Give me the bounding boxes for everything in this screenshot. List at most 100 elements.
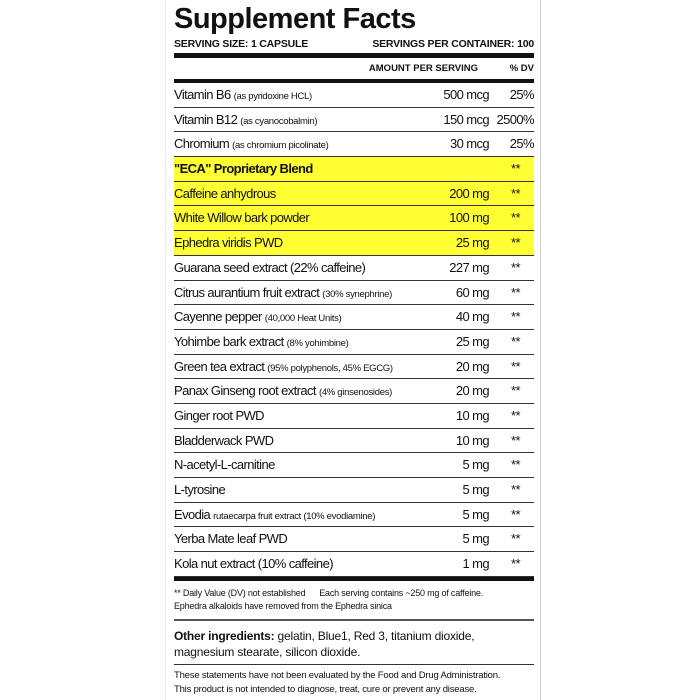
table-row: Green tea extract (95% polyphenols, 45% … bbox=[174, 355, 534, 380]
ingredient-dv: ** bbox=[511, 457, 521, 473]
ingredient-amount: 5 mg bbox=[462, 482, 489, 497]
ingredient-name-text: Yohimbe bark extract bbox=[174, 333, 284, 349]
ingredient-amount: 60 mg bbox=[455, 284, 490, 300]
ingredient-name-text: L-tyrosine bbox=[174, 482, 226, 497]
ingredient-dv: ** bbox=[511, 235, 521, 251]
ingredient-name: Vitamin B12 (as cyanocobalmin) bbox=[174, 108, 409, 132]
table-row: Ginger root PWD 10 mg ** bbox=[174, 404, 534, 429]
ingredient-name-text: Ginger root PWD bbox=[174, 407, 265, 423]
ingredient-name-text: White Willow bark powder bbox=[174, 210, 310, 226]
disclaimer-line: This product is not intended to diagnose… bbox=[174, 683, 477, 695]
ingredient-name-text: "ECA" Proprietary Blend bbox=[174, 161, 313, 177]
table-row: Caffeine anhydrous 200 mg ** bbox=[174, 181, 534, 207]
ingredient-note: rutaecarpa fruit extract (10% evodiamine… bbox=[213, 510, 376, 522]
ingredient-name: Cayenne pepper (40,000 Heat Units) bbox=[174, 305, 409, 329]
ingredient-dv: ** bbox=[511, 185, 521, 201]
other-ingredients: Other ingredients: gelatin, Blue1, Red 3… bbox=[174, 621, 534, 665]
ingredient-dv: 2500% bbox=[496, 111, 535, 127]
table-row: Yerba Mate leaf PWD 5 mg ** bbox=[174, 527, 534, 553]
ingredient-note: (as chromium picolinate) bbox=[232, 140, 329, 152]
disclaimer-line: These statements have not been evaluated… bbox=[174, 669, 501, 681]
ingredient-amount: 10 mg bbox=[455, 407, 490, 423]
servings-per-container: SERVINGS PER CONTAINER: 100 bbox=[372, 38, 534, 50]
ingredient-name-text: Citrus aurantium fruit extract bbox=[174, 284, 320, 300]
ingredient-dv: ** bbox=[511, 309, 521, 325]
ingredient-name-text: Kola nut extract (10% caffeine) bbox=[174, 556, 334, 572]
ingredient-amount: 25 mg bbox=[455, 333, 490, 349]
amount-header: AMOUNT PER SERVING bbox=[368, 63, 478, 74]
ingredient-dv: ** bbox=[511, 259, 521, 275]
ingredient-name: L-tyrosine bbox=[174, 478, 409, 502]
ingredient-dv: ** bbox=[511, 333, 521, 349]
footnote: ** Daily Value (DV) not established Each… bbox=[174, 581, 534, 621]
disclaimer: These statements have not been evaluated… bbox=[174, 665, 534, 697]
divider bbox=[174, 576, 534, 581]
ingredient-table: Vitamin B6 (as pyridoxine HCL) 500 mcg 25%… bbox=[174, 79, 535, 577]
ingredient-dv: 25% bbox=[509, 136, 535, 152]
ingredient-name: Evodia rutaecarpa fruit extract (10% evo… bbox=[174, 503, 409, 527]
table-row: "ECA" Proprietary Blend ** bbox=[174, 157, 534, 182]
ingredient-dv: ** bbox=[511, 506, 521, 522]
other-ingredients-label: Other ingredients: bbox=[174, 628, 275, 643]
ingredient-amount: 20 mg bbox=[455, 358, 490, 374]
ingredient-name: Ginger root PWD bbox=[174, 404, 409, 428]
ingredient-name-text: N-acetyl-L-carnitine bbox=[174, 457, 275, 473]
serving-size: SERVING SIZE: 1 CAPSULE bbox=[174, 38, 309, 50]
footnote-line: ** Daily Value (DV) not established Each… bbox=[174, 587, 483, 598]
ingredient-dv: ** bbox=[511, 482, 521, 497]
table-row: White Willow bark powder 100 mg ** bbox=[174, 206, 534, 232]
ingredient-amount bbox=[409, 157, 489, 181]
ingredient-name-text: Chromium bbox=[174, 136, 230, 152]
ingredient-dv: ** bbox=[511, 358, 521, 374]
ingredient-name: Ephedra viridis PWD bbox=[174, 231, 409, 255]
ingredient-name-text: Yerba Mate leaf PWD bbox=[174, 531, 288, 547]
footnote-line: Ephedra alkaloids have removed from the … bbox=[174, 600, 392, 611]
table-row: Vitamin B12 (as cyanocobalmin) 150 mcg 250… bbox=[174, 108, 535, 133]
ingredient-note: (4% ginsenosides) bbox=[318, 387, 393, 399]
ingredient-amount: 200 mg bbox=[449, 185, 489, 201]
ingredient-dv: ** bbox=[511, 432, 521, 448]
ingredient-amount: 40 mg bbox=[455, 309, 490, 325]
ingredient-note: (as pyridoxine HCL) bbox=[233, 91, 313, 102]
ingredient-amount: 500 mcg bbox=[443, 87, 489, 102]
ingredient-name: Yerba Mate leaf PWD bbox=[174, 527, 409, 551]
supplement-facts-label: Supplement Facts SERVING SIZE: 1 CAPSULE… bbox=[165, 0, 541, 700]
ingredient-name-text: Panax Ginseng root extract bbox=[174, 383, 317, 399]
other-ingredients-text: gelatin, Blue1, Red 3, titanium dioxide,… bbox=[174, 628, 475, 659]
ingredient-dv: ** bbox=[511, 556, 521, 572]
ingredient-dv: ** bbox=[511, 407, 521, 423]
ingredient-note: (40,000 Heat Units) bbox=[264, 313, 342, 325]
ingredient-name: Kola nut extract (10% caffeine) bbox=[174, 552, 409, 576]
ingredient-name-text: Green tea extract bbox=[174, 358, 265, 374]
ingredient-note: (8% yohimbine) bbox=[286, 337, 349, 349]
ingredient-name: Guarana seed extract (22% caffeine) bbox=[174, 256, 409, 280]
ingredient-name: Bladderwack PWD bbox=[174, 429, 409, 453]
ingredient-name: N-acetyl-L-carnitine bbox=[174, 453, 409, 477]
table-row: Vitamin B6 (as pyridoxine HCL) 500 mcg 25% bbox=[174, 83, 535, 108]
ingredient-name-text: Bladderwack PWD bbox=[174, 432, 274, 448]
ingredient-name-text: Cayenne pepper bbox=[174, 309, 262, 325]
ingredient-dv: ** bbox=[511, 210, 521, 226]
table-row: Yohimbe bark extract (8% yohimbine) 25 mg… bbox=[174, 330, 534, 355]
ingredient-dv: ** bbox=[511, 161, 521, 177]
ingredient-note: (95% polyphenols, 45% EGCG) bbox=[267, 362, 393, 374]
table-row: Kola nut extract (10% caffeine) 1 mg ** bbox=[174, 552, 534, 577]
ingredient-name: Green tea extract (95% polyphenols, 45% … bbox=[174, 355, 409, 379]
table-row: L-tyrosine 5 mg ** bbox=[174, 478, 534, 503]
ingredient-note: (as cyanocobalmin) bbox=[240, 115, 318, 127]
ingredient-name-text: Guarana seed extract (22% caffeine) bbox=[174, 259, 366, 275]
ingredient-dv: 25% bbox=[509, 87, 535, 102]
ingredient-name: Caffeine anhydrous bbox=[174, 182, 409, 206]
ingredient-name: Citrus aurantium fruit extract (30% syne… bbox=[174, 281, 409, 305]
ingredient-name-text: Vitamin B6 bbox=[174, 87, 231, 102]
ingredient-amount: 5 mg bbox=[462, 457, 489, 473]
ingredient-amount: 1 mg bbox=[462, 556, 489, 572]
ingredient-name: Panax Ginseng root extract (4% ginsenosi… bbox=[174, 379, 409, 403]
ingredient-name: White Willow bark powder bbox=[174, 206, 409, 230]
ingredient-dv: ** bbox=[511, 531, 521, 547]
ingredient-name: Yohimbe bark extract (8% yohimbine) bbox=[174, 330, 409, 354]
divider bbox=[174, 53, 534, 58]
ingredient-amount: 25 mg bbox=[455, 235, 490, 251]
ingredient-amount: 5 mg bbox=[462, 506, 489, 522]
ingredient-amount: 227 mg bbox=[449, 259, 489, 275]
